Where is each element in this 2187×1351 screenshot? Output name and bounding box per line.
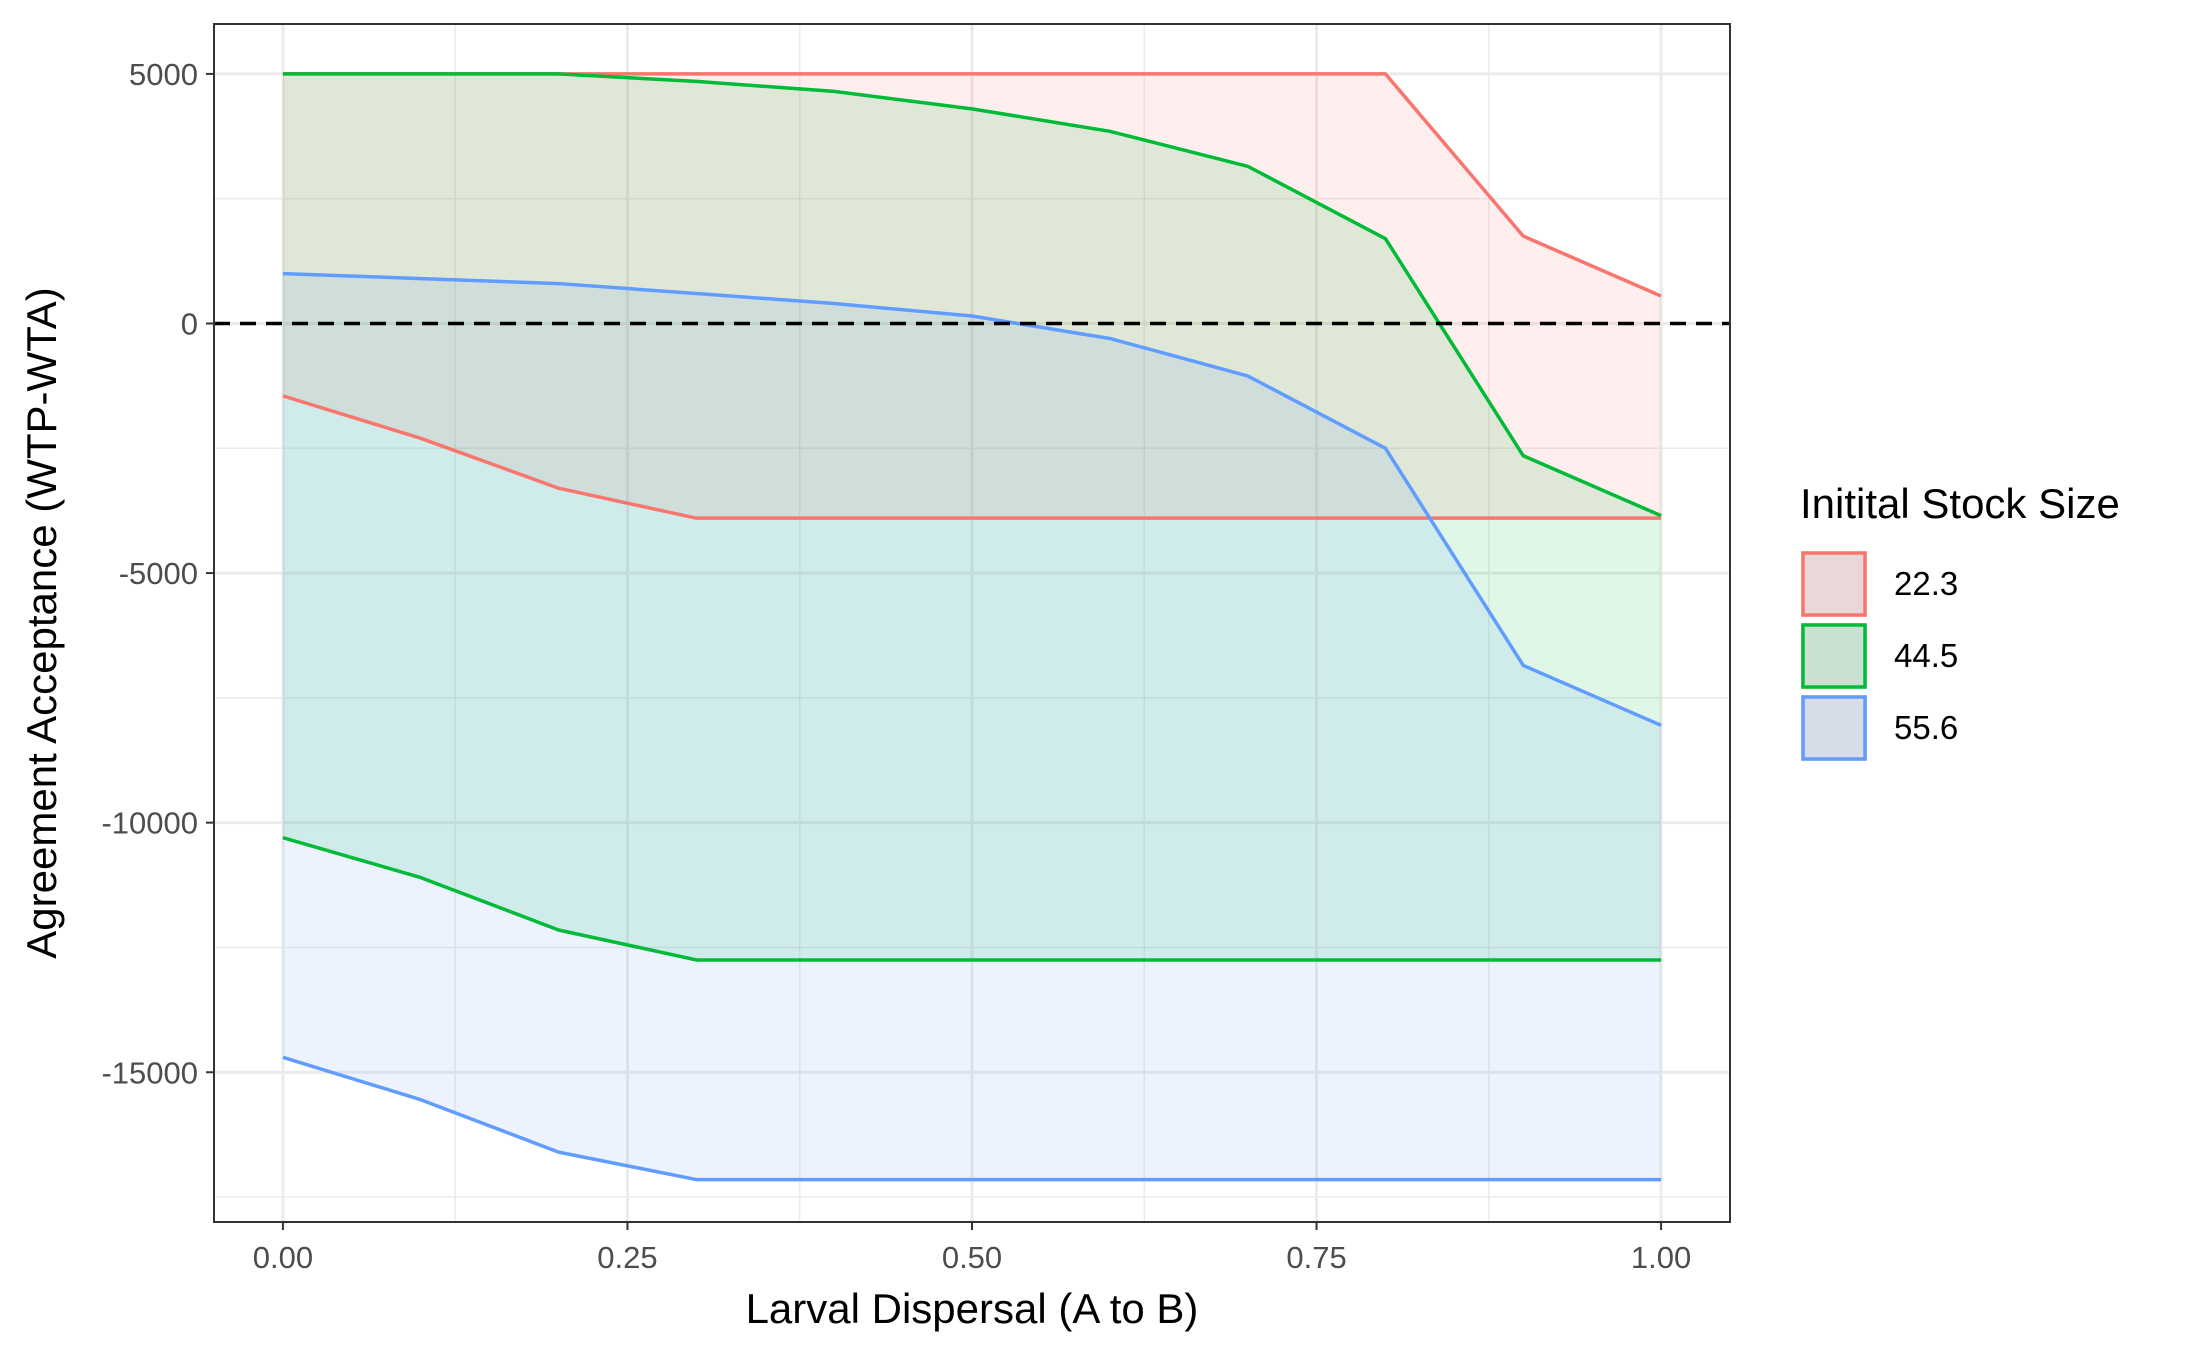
y-tick-label: 0 <box>181 307 198 342</box>
legend-key-22.3 <box>1801 551 1867 617</box>
legend-key-bg-44.5 <box>1801 623 1867 689</box>
legend-label-44.5: 44.5 <box>1894 637 1958 674</box>
x-tick-label: 0.50 <box>942 1240 1002 1275</box>
series-line-55.6-lower <box>282 1055 1662 1182</box>
legend-key-55.6 <box>1801 695 1867 761</box>
series-line-44.5-lower <box>282 835 1662 962</box>
legend-key-44.5 <box>1801 623 1867 689</box>
x-axis-title: Larval Dispersal (A to B) <box>746 1285 1199 1332</box>
major-gridlines <box>214 24 1730 1222</box>
legend: Initital Stock Size 22.3 44.5 55.6 <box>1800 480 2120 761</box>
y-tick-label: -15000 <box>101 1055 198 1090</box>
series-line-44.5-upper <box>282 72 1662 518</box>
y-tick-label: -5000 <box>119 556 198 591</box>
x-tick-label: 0.75 <box>1286 1240 1346 1275</box>
x-tick-label: 0.00 <box>253 1240 313 1275</box>
legend-label-55.6: 55.6 <box>1894 709 1958 746</box>
y-tick-label: 5000 <box>129 57 198 92</box>
ribbon-22.3 <box>282 73 1662 519</box>
legend-key-bg-55.6 <box>1801 695 1867 761</box>
legend-key-bg-22.3 <box>1801 551 1867 617</box>
x-tick-label: 1.00 <box>1631 1240 1691 1275</box>
series-line-55.6-upper <box>282 271 1662 727</box>
line-layer <box>282 72 1662 1182</box>
y-tick-label: -10000 <box>101 806 198 841</box>
legend-label-22.3: 22.3 <box>1894 565 1958 602</box>
ribbon-55.6 <box>282 273 1662 1180</box>
ribbon-layer <box>282 73 1662 1180</box>
x-tick-label: 0.25 <box>597 1240 657 1275</box>
legend-title: Initital Stock Size <box>1800 480 2120 527</box>
x-axis: 0.00 0.25 0.50 0.75 1.00 <box>253 1222 1691 1275</box>
y-axis: -15000 -10000 -5000 0 5000 <box>101 57 214 1090</box>
y-axis-title: Agreement Acceptance (WTP-WTA) <box>18 287 65 958</box>
